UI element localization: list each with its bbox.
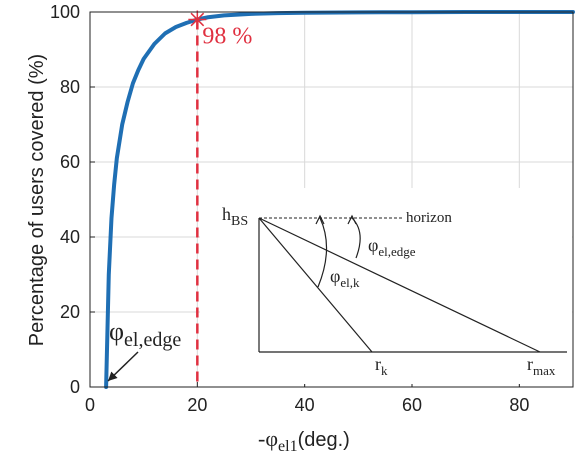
x-tick-label-2: 40 <box>295 395 315 415</box>
marker-star <box>188 10 207 29</box>
edge-annotation-symbol: φ <box>109 317 124 346</box>
inset-h-label: hBS <box>222 204 248 229</box>
x-tick-label-3: 60 <box>402 395 422 415</box>
inset-edge-angle-label: φel,edge <box>368 235 416 259</box>
inset-rk-label: rk <box>375 354 388 378</box>
inset-rmax-label: rmax <box>527 354 556 378</box>
x-tick-label-4: 80 <box>509 395 529 415</box>
inset-arc-k <box>317 217 328 288</box>
y-tick-label-0: 0 <box>70 377 80 397</box>
inset-arc-edge-arrow <box>347 214 357 225</box>
y-tick-label-3: 60 <box>60 152 80 172</box>
x-tick-label-0: 0 <box>85 395 95 415</box>
x-axis-label-symbol: -φ <box>258 426 278 451</box>
inset-ray-k <box>258 217 373 353</box>
inset-background <box>200 188 572 384</box>
x-tick-label-1: 20 <box>187 395 207 415</box>
inset-k-angle-label: φel,k <box>330 266 360 290</box>
inset-ray-max <box>258 217 541 353</box>
y-tick-label-1: 20 <box>60 302 80 322</box>
y-axis-label: Percentage of users covered (%) <box>26 54 48 346</box>
plot-frame <box>89 11 574 388</box>
edge-annotation-label: φel,edge <box>109 317 181 351</box>
y-tick-label-5: 100 <box>50 2 80 22</box>
x-axis-label-sub: el1 <box>278 438 298 455</box>
edge-annotation-arrow <box>107 351 139 382</box>
edge-annotation-sub: el,edge <box>124 329 181 351</box>
y-tick-label-2: 40 <box>60 227 80 247</box>
marker-label: 98 % <box>202 24 252 50</box>
axis-ticks: 0 20 40 60 80 0 20 40 60 80 100 <box>50 2 529 415</box>
y-tick-label-4: 80 <box>60 77 80 97</box>
inset-arc-k-arrow <box>315 214 325 225</box>
inset-horizon-label: horizon <box>406 210 452 226</box>
x-axis-label: -φel1(deg.) <box>258 426 350 455</box>
marker-star-stroke-3 <box>190 12 205 27</box>
inset-diagram: hBS horizon φel,edge φel,k rk rmax <box>200 188 572 384</box>
x-axis-label-unit: (deg.) <box>298 429 350 451</box>
